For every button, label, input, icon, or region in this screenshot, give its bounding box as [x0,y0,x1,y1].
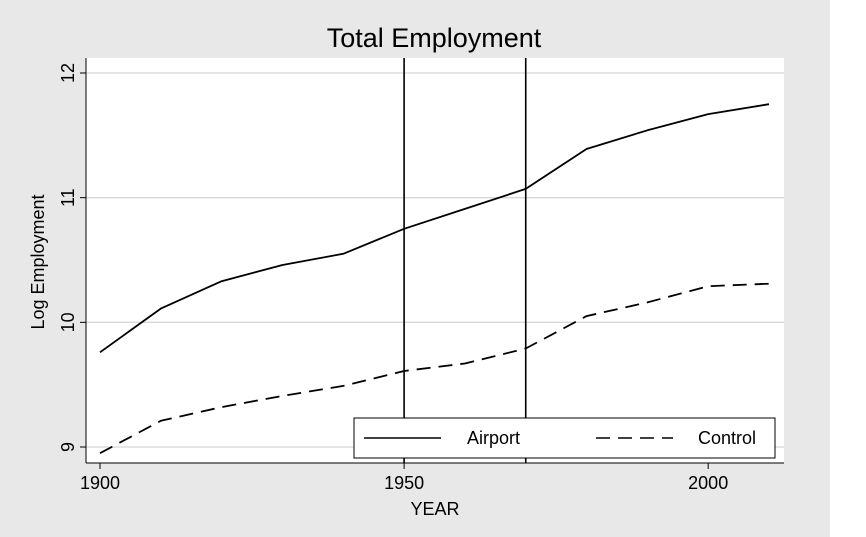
data-point-airport-1990 [646,129,648,131]
data-point-control-2010 [768,283,770,285]
data-point-airport-1930 [281,264,283,266]
data-point-control-2000 [707,285,709,287]
y-tick-label-2: 11 [58,188,78,207]
series [99,103,770,454]
chart-title: Total Employment [327,23,542,53]
data-point-airport-1960 [464,208,466,210]
x-tick-label-0: 1900 [80,473,120,493]
legend-label-control: Control [698,428,756,448]
data-point-control-1920 [221,406,223,408]
data-point-airport-1980 [586,148,588,150]
data-point-control-1990 [646,301,648,303]
data-point-control-1930 [281,395,283,397]
data-point-control-1910 [160,420,162,422]
y-tick-label-3: 12 [58,63,78,83]
legend-label-airport: Airport [467,428,520,448]
y-tick-label-1: 10 [58,312,78,332]
data-point-control-1980 [586,315,588,317]
y-axis-title: Log Employment [28,194,48,329]
x-tick-label-1: 1950 [384,473,424,493]
x-axis-title: YEAR [410,499,459,519]
data-point-control-1970 [525,348,527,350]
plot-area [86,58,784,463]
reference-lines [403,58,527,463]
data-point-airport-1910 [160,308,162,310]
data-point-control-1950 [403,370,405,372]
data-point-airport-1920 [221,280,223,282]
data-point-control-1940 [342,385,344,387]
y-tick-label-0: 9 [58,442,78,452]
page-right-strip [830,0,866,537]
x-tick-label-2: 2000 [688,473,728,493]
legend: Airport Control [353,417,776,459]
data-point-control-1960 [464,362,466,364]
data-point-airport-1940 [342,253,344,255]
series-line-control [99,282,770,454]
data-point-airport-1950 [403,228,405,230]
data-point-airport-1970 [525,188,527,190]
data-point-control-1900 [99,452,101,454]
data-point-airport-1900 [99,351,101,353]
data-point-airport-2000 [707,113,709,115]
data-point-airport-2010 [768,103,770,105]
series-line-airport [99,103,770,354]
axes: 9 10 11 12 1900 1950 2000 [58,58,784,493]
